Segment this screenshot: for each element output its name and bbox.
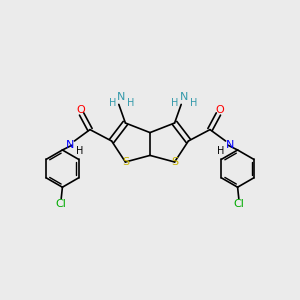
Text: O: O — [76, 105, 85, 115]
Text: N: N — [65, 140, 74, 150]
Text: Cl: Cl — [56, 199, 67, 209]
Text: H: H — [190, 98, 197, 108]
Text: N: N — [117, 92, 125, 102]
Text: H: H — [217, 146, 224, 156]
Text: H: H — [127, 98, 134, 108]
Text: N: N — [179, 92, 188, 102]
Text: S: S — [122, 157, 129, 167]
Text: O: O — [215, 105, 224, 115]
Text: H: H — [109, 98, 116, 108]
Text: H: H — [76, 146, 83, 156]
Text: H: H — [171, 98, 178, 108]
Text: Cl: Cl — [233, 199, 244, 209]
Text: S: S — [171, 157, 178, 167]
Text: N: N — [226, 140, 235, 150]
